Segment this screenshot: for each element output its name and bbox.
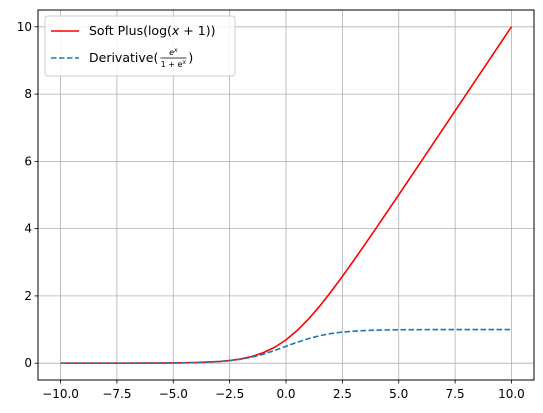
x-tick-label: 7.5 [446, 387, 465, 401]
x-tick-label: 2.5 [333, 387, 352, 401]
legend-label-softplus: Soft Plus(log(x + 1)) [89, 23, 215, 38]
legend-box [44, 15, 236, 77]
series-layer [60, 26, 513, 364]
svg-text:Derivative(: Derivative( [89, 50, 158, 65]
svg-text:1 + ex: 1 + ex [161, 59, 187, 69]
y-tick-label: 0 [24, 356, 32, 370]
x-tick-label: 10.0 [498, 387, 525, 401]
svg-text:): ) [188, 50, 193, 65]
y-tick-label: 2 [24, 289, 32, 303]
series-line-derivative [60, 328, 512, 364]
x-tick-label: 0.0 [276, 387, 295, 401]
legend: Soft Plus(log(x + 1)) Derivative( ex 1 + ex… [44, 15, 236, 77]
x-tick-label: −5.0 [159, 387, 188, 401]
x-tick-label: −10.0 [42, 387, 79, 401]
y-tick-label: 10 [17, 20, 32, 34]
svg-text:ex: ex [169, 47, 178, 57]
legend-label-derivative: Derivative( ex 1 + ex) [89, 47, 193, 69]
y-tick-label: 4 [24, 222, 32, 236]
x-tick-label: −2.5 [215, 387, 244, 401]
ticks: −10.0 −7.5 −5.0 −2.5 0.0 2.5 5.0 7.5 10.0 0 2 4 6 8 10 [17, 20, 525, 401]
x-tick-label: 5.0 [389, 387, 408, 401]
x-tick-label: −7.5 [102, 387, 131, 401]
y-tick-label: 8 [24, 87, 32, 101]
y-tick-label: 6 [24, 154, 32, 168]
